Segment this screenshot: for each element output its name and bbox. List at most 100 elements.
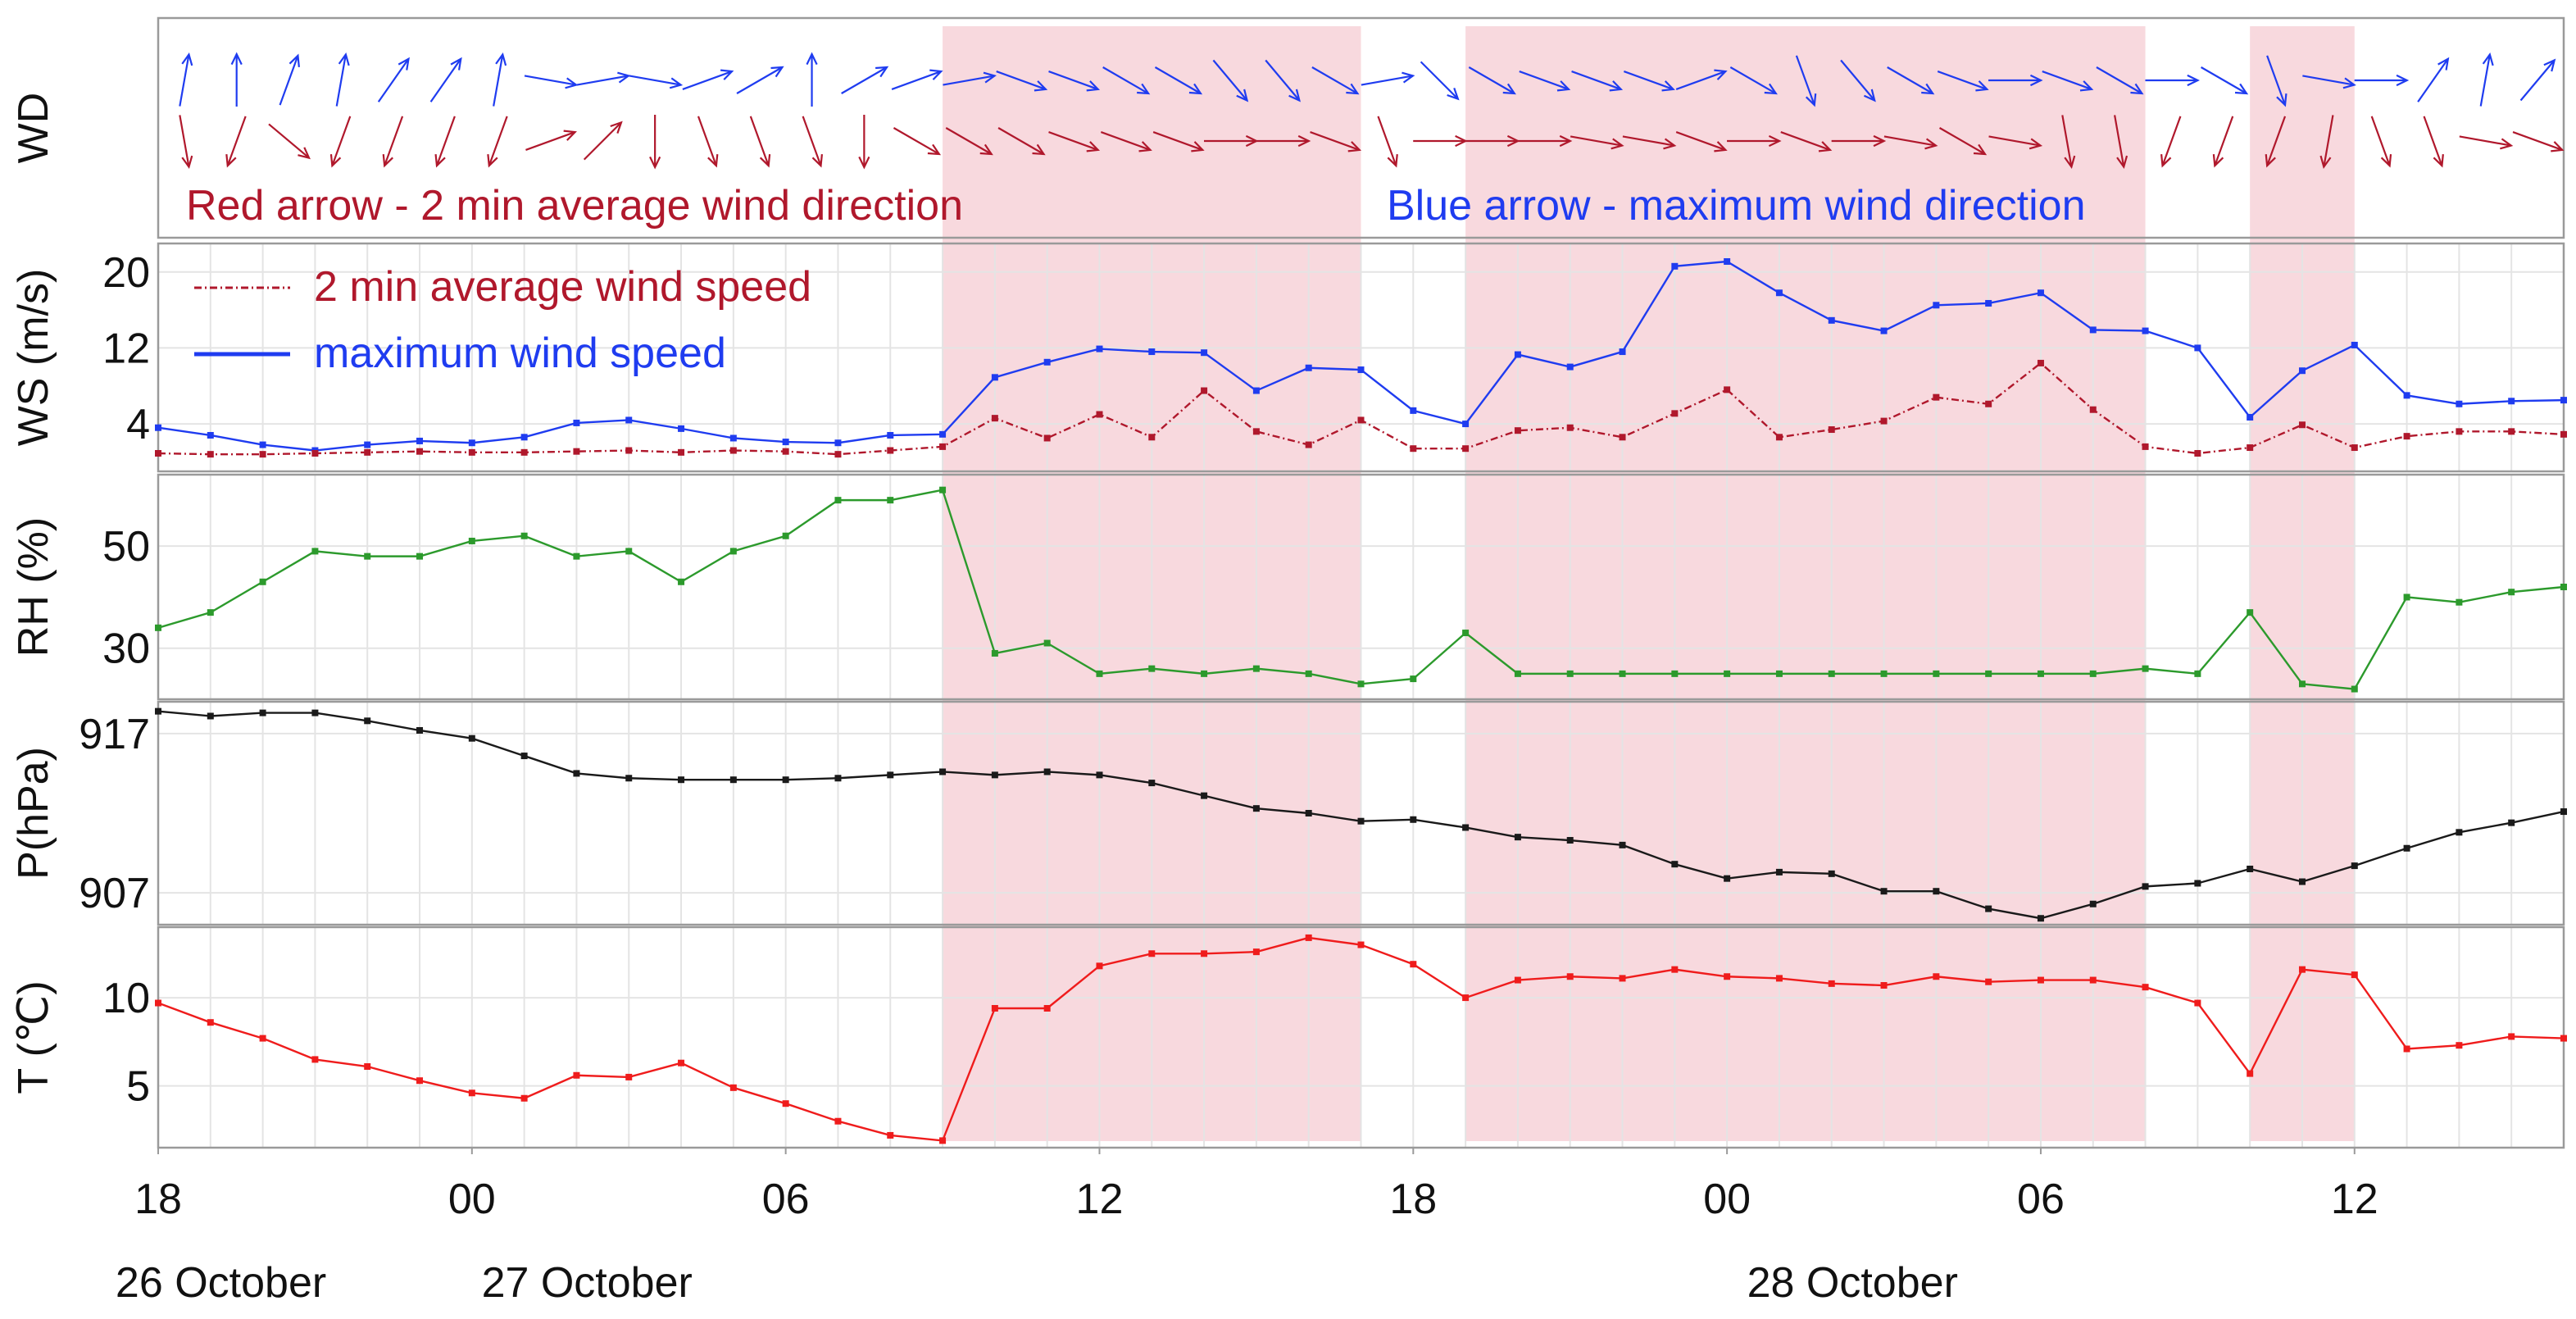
wind-arrow — [524, 75, 579, 89]
data-point — [2403, 594, 2410, 601]
x-tick-label: 06 — [2017, 1176, 2065, 1223]
data-point — [1410, 445, 1417, 453]
wind-arrow-shaft — [945, 127, 993, 155]
wind-arrow — [1831, 134, 1887, 148]
wind-arrow — [945, 127, 993, 156]
wind-arrow — [858, 115, 870, 170]
wind-arrow — [1154, 66, 1203, 95]
data-point — [2089, 406, 2097, 413]
data-point — [1514, 834, 1521, 841]
wind-arrow-head — [2234, 83, 2249, 95]
data-point — [2560, 808, 2567, 816]
legend-label: maximum wind speed — [314, 330, 726, 377]
data-point — [1514, 351, 1521, 358]
wind-arrow-head — [1447, 88, 1460, 101]
x-tick-label: 18 — [1389, 1176, 1437, 1223]
data-point — [1043, 768, 1051, 775]
wind-arrow — [268, 123, 311, 160]
data-point — [1619, 434, 1626, 441]
wind-arrow-head — [707, 154, 719, 168]
data-point — [311, 548, 319, 555]
y-tick-label: 907 — [79, 870, 150, 917]
data-point — [155, 449, 161, 457]
data-point — [729, 776, 737, 784]
data-point — [2456, 598, 2463, 606]
wind-arrow — [525, 130, 577, 151]
wind-arrow-shaft — [1780, 131, 1831, 151]
wind-arrow — [1988, 74, 2043, 87]
y-tick-label: 12 — [102, 325, 150, 372]
wind-arrow-shaft — [1519, 70, 1570, 90]
wind-arrow-head — [2342, 77, 2356, 89]
data-point — [2247, 1070, 2254, 1077]
data-point — [2560, 430, 2567, 438]
data-point — [1880, 417, 1888, 425]
data-point — [1357, 817, 1365, 825]
wind-arrow-shaft — [891, 70, 942, 90]
data-point — [2037, 915, 2044, 922]
wind-arrow-head — [565, 77, 579, 89]
data-point — [1305, 934, 1312, 941]
wind-arrow-head — [1873, 134, 1887, 148]
wind-arrow — [576, 71, 631, 86]
wind-arrow-head — [563, 130, 577, 141]
y-axis-label-wd: WD — [10, 93, 57, 164]
wind-arrow — [434, 116, 456, 168]
y-tick-label: 30 — [102, 625, 150, 673]
data-point — [625, 548, 633, 555]
wind-arrow — [583, 121, 623, 161]
data-point — [573, 419, 580, 426]
wind-arrow-shaft — [331, 116, 352, 166]
wind-arrow — [736, 66, 784, 94]
wind-arrow-head — [979, 143, 993, 156]
wind-arrow-head — [288, 53, 300, 67]
y-tick-label: 50 — [102, 523, 150, 571]
wind-arrow-shaft — [2370, 116, 2391, 166]
data-point — [259, 1035, 266, 1042]
data-point — [1619, 841, 1626, 848]
data-point — [1201, 792, 1208, 799]
data-point — [520, 434, 528, 441]
data-point — [625, 775, 633, 782]
data-point — [311, 709, 319, 716]
wind-arrow — [749, 116, 771, 168]
wind-arrow-head — [1086, 80, 1101, 92]
wind-arrow-head — [2319, 155, 2332, 170]
data-point — [1043, 1004, 1051, 1012]
data-point — [1462, 445, 1470, 453]
data-point — [1201, 670, 1208, 677]
data-point — [1828, 670, 1835, 677]
wind-arrow-head — [1086, 141, 1101, 152]
wind-arrow — [1570, 135, 1624, 150]
legend-label: Red arrow - 2 min average wind direction — [186, 182, 963, 230]
wind-arrow — [225, 116, 247, 168]
data-point — [2247, 413, 2254, 421]
data-point — [1985, 905, 1992, 912]
data-point — [1724, 670, 1731, 677]
axis-labels: WD WS (m/s) 4 12 20 RH (%) 30 50 P(hPa) 907 917 T (… — [10, 93, 2378, 1307]
wind-arrow — [697, 116, 719, 168]
wind-arrow-shaft — [2042, 70, 2092, 90]
data-point — [1043, 639, 1051, 647]
data-point — [2298, 878, 2306, 885]
data-point — [2508, 398, 2515, 405]
data-point — [2403, 1045, 2410, 1053]
data-point — [1775, 434, 1783, 441]
data-point — [2142, 665, 2149, 672]
wind-arrow-shaft — [1675, 70, 1726, 90]
wind-arrow-head — [875, 66, 889, 78]
wind-arrow — [1729, 66, 1778, 95]
data-point — [1985, 978, 1992, 985]
x-tick-label: 00 — [1703, 1176, 1751, 1223]
wind-arrow-head — [927, 143, 942, 156]
date-label: 26 October — [116, 1259, 326, 1307]
data-point — [1671, 670, 1679, 677]
data-point — [2456, 400, 2463, 407]
data-point — [991, 649, 998, 657]
data-point — [1096, 345, 1103, 352]
wind-arrow — [1675, 131, 1728, 152]
wind-arrow-shaft — [1571, 70, 1622, 90]
wind-arrow-head — [1973, 143, 1988, 156]
data-point — [364, 1063, 371, 1071]
wind-arrow-head — [2500, 138, 2514, 150]
